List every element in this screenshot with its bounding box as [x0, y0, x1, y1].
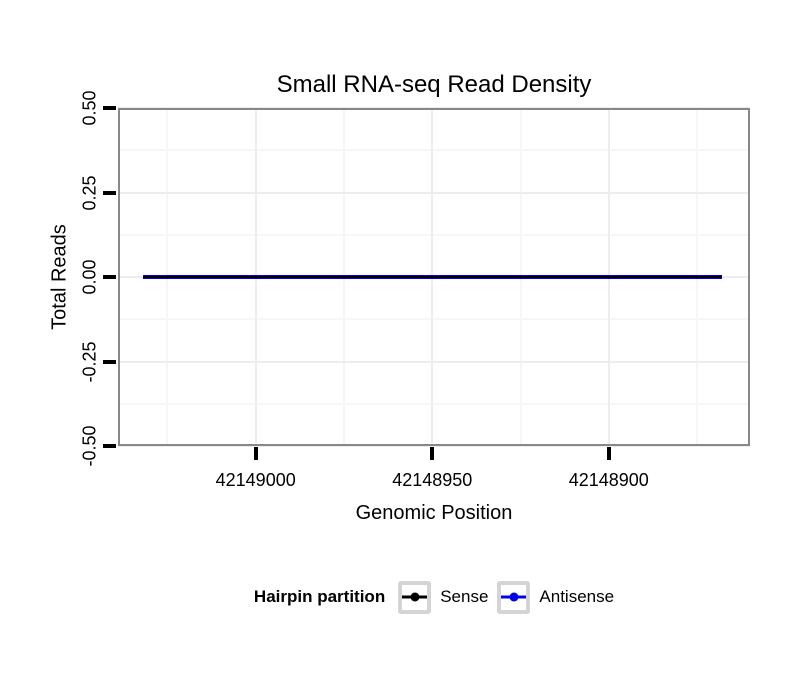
- x-axis-tick: [430, 447, 435, 460]
- x-axis-tick: [606, 447, 611, 460]
- y-tick-label: 0.50: [79, 90, 100, 126]
- y-tick-label: 0.00: [79, 259, 100, 295]
- x-axis-tick: [253, 447, 258, 460]
- y-tick-label: -0.50: [79, 425, 100, 467]
- legend-item-label: Sense: [440, 587, 489, 606]
- y-axis-tick: [103, 190, 116, 195]
- legend-key-icon: [497, 580, 531, 614]
- legend-title: Hairpin partition: [253, 587, 386, 606]
- legend-key-dot: [410, 592, 420, 602]
- legend-item-antisense: Antisense: [497, 580, 615, 614]
- y-minor-gridline: [118, 149, 750, 152]
- y-minor-gridline: [118, 318, 750, 321]
- y-major-gridline: [118, 191, 750, 194]
- y-axis-tick: [103, 275, 116, 279]
- y-axis-tick: [103, 444, 116, 448]
- legend-item-sense: Sense: [398, 580, 489, 614]
- y-tick-label: -0.25: [79, 340, 100, 383]
- x-axis-title: Genomic Position: [355, 502, 513, 524]
- x-tick-label: 42148900: [568, 470, 649, 490]
- legend-items: Sense Antisense: [398, 580, 615, 614]
- y-minor-gridline: [118, 233, 750, 236]
- y-tick-label: 0.25: [79, 174, 100, 211]
- legend-key-icon: [398, 580, 432, 614]
- y-minor-gridline: [118, 402, 750, 405]
- series-line-sense: [142, 276, 722, 278]
- y-axis-tick: [103, 359, 116, 364]
- y-major-gridline: [118, 360, 750, 363]
- y-axis-title: Total Reads: [48, 224, 71, 330]
- chart-title: Small RNA-seq Read Density: [276, 71, 592, 98]
- y-major-gridline: [118, 445, 750, 447]
- legend-item-label: Antisense: [539, 587, 615, 606]
- legend: Hairpin partition Sense Antisense: [118, 579, 750, 615]
- x-tick-label: 42148950: [392, 470, 473, 490]
- y-axis-tick: [103, 106, 116, 110]
- x-tick-label: 42149000: [215, 470, 296, 490]
- legend-key-dot: [509, 592, 519, 602]
